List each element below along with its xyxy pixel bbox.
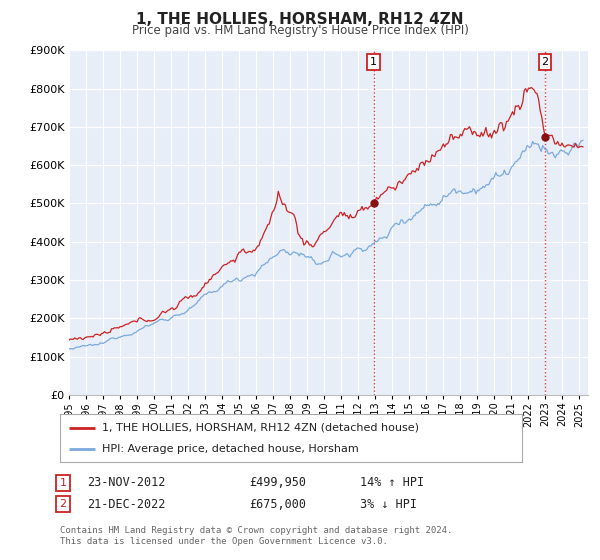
Text: 1: 1 [59,478,67,488]
Text: 2: 2 [59,499,67,509]
Text: 23-NOV-2012: 23-NOV-2012 [87,476,166,489]
Text: HPI: Average price, detached house, Horsham: HPI: Average price, detached house, Hors… [101,444,358,454]
Text: 1: 1 [370,57,377,67]
Text: £499,950: £499,950 [249,476,306,489]
Text: Contains HM Land Registry data © Crown copyright and database right 2024.
This d: Contains HM Land Registry data © Crown c… [60,526,452,546]
Text: 2: 2 [541,57,548,67]
Text: 14% ↑ HPI: 14% ↑ HPI [360,476,424,489]
Text: £675,000: £675,000 [249,497,306,511]
Text: 1, THE HOLLIES, HORSHAM, RH12 4ZN (detached house): 1, THE HOLLIES, HORSHAM, RH12 4ZN (detac… [101,423,419,433]
Text: 3% ↓ HPI: 3% ↓ HPI [360,497,417,511]
Text: 21-DEC-2022: 21-DEC-2022 [87,497,166,511]
Text: Price paid vs. HM Land Registry's House Price Index (HPI): Price paid vs. HM Land Registry's House … [131,24,469,37]
Text: 1, THE HOLLIES, HORSHAM, RH12 4ZN: 1, THE HOLLIES, HORSHAM, RH12 4ZN [136,12,464,27]
